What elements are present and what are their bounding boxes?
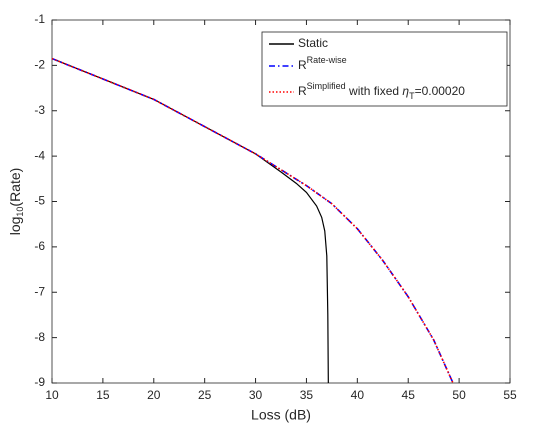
y-tick-label: -4	[34, 148, 45, 162]
y-tick-label: -3	[34, 103, 45, 117]
y-tick-label: -8	[34, 330, 45, 344]
text-part: log	[7, 217, 23, 236]
legend-label: Static	[298, 36, 328, 50]
text-part: Simplified	[307, 81, 346, 91]
text-part: R	[298, 84, 307, 98]
x-tick-label: 20	[147, 388, 161, 402]
y-tick-label: -5	[34, 194, 45, 208]
y-axis-title: log10(Rate)	[7, 168, 26, 236]
y-tick-label: -2	[34, 58, 45, 72]
x-tick-label: 10	[45, 388, 59, 402]
y-tick-label: -7	[34, 284, 45, 298]
y-tick-label: -1	[34, 12, 45, 26]
x-axis-title: Loss (dB)	[251, 407, 311, 423]
legend-label: RSimplified with fixed ηT=0.00020	[298, 81, 465, 101]
x-tick-label: 35	[300, 388, 314, 402]
legend-box	[261, 31, 508, 107]
x-tick-label: 55	[503, 388, 517, 402]
x-tick-label: 25	[198, 388, 212, 402]
text-part: Rate-wise	[307, 55, 347, 65]
legend-label: RRate-wise	[298, 55, 347, 72]
x-tick-label: 30	[249, 388, 263, 402]
text-part: Static	[298, 36, 328, 50]
x-tick-label: 40	[351, 388, 365, 402]
series-line	[51, 57, 454, 384]
y-tick-label: -9	[34, 375, 45, 389]
text-part: with fixed	[346, 84, 403, 98]
text-part: 10	[15, 207, 25, 217]
text-part: =0.00020	[415, 84, 466, 98]
text-part: R	[298, 58, 307, 72]
y-tick-label: -6	[34, 239, 45, 253]
text-part: T	[409, 91, 415, 101]
text-part: (Rate)	[7, 168, 23, 207]
text-part: η	[402, 84, 409, 98]
x-tick-label: 45	[402, 388, 416, 402]
x-tick-label: 15	[96, 388, 110, 402]
x-tick-label: 50	[452, 388, 466, 402]
